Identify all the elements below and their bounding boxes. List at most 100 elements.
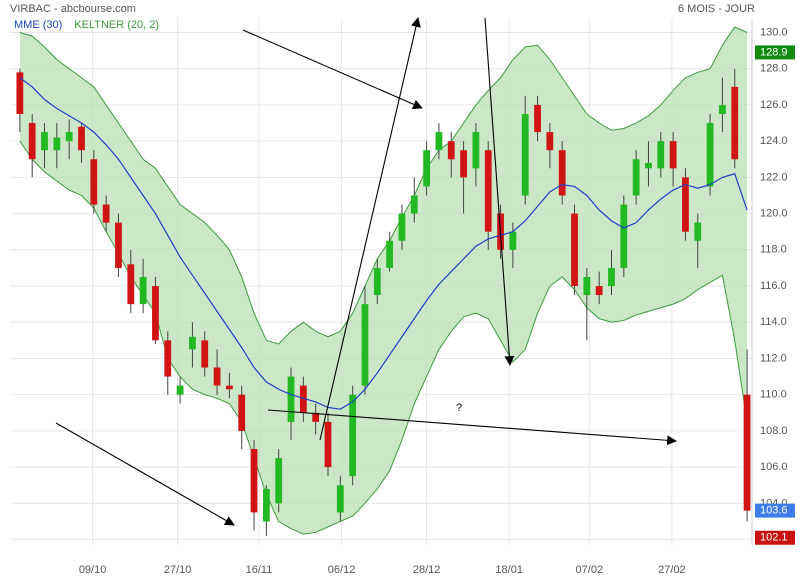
candle-body (620, 204, 628, 268)
arrow (484, 17, 515, 366)
candle-body (719, 104, 726, 114)
candle-body (743, 394, 751, 511)
arrow (55, 422, 235, 526)
candle-body (410, 195, 418, 214)
candle-body (28, 123, 36, 160)
period: 6 MOIS - JOUR (678, 3, 755, 15)
candle-body (546, 132, 554, 151)
y-tick-label: 116.0 (760, 280, 787, 292)
price-label-box (755, 530, 795, 545)
arrow (242, 29, 423, 109)
candle-body (423, 150, 430, 187)
candle-body (78, 126, 85, 151)
y-tick-label: 114.0 (760, 316, 787, 328)
candle-body (65, 132, 73, 142)
y-tick-label: 108.0 (760, 425, 788, 437)
candle-body (682, 177, 689, 232)
candle-body (484, 150, 492, 232)
y-tick-label: 128.0 (760, 63, 788, 75)
mme-line (19, 77, 748, 410)
candle-body (472, 132, 480, 169)
keltner-upper (19, 26, 748, 345)
y-tick-label: 112.0 (760, 352, 787, 364)
candle-body (336, 485, 344, 513)
candle-body (669, 141, 677, 169)
x-tick-label: 27/02 (658, 564, 686, 576)
candle-body (262, 488, 270, 522)
x-tick-label: 18/01 (495, 564, 523, 576)
candle-body (127, 264, 135, 305)
candle-body (250, 449, 258, 513)
candle-body (435, 132, 443, 151)
candle-body (201, 340, 209, 368)
legend-entry: MME (30) (14, 19, 62, 31)
candle-body (534, 104, 541, 133)
candle-body (706, 123, 714, 187)
price-label: 128.9 (760, 46, 788, 58)
candle-body (312, 412, 320, 422)
candle-body (324, 421, 332, 468)
y-tick-label: 126.0 (760, 99, 788, 111)
candle-body (90, 159, 98, 205)
candle-body (16, 72, 24, 114)
candle-body (632, 159, 640, 196)
y-tick-label: 122.0 (760, 171, 788, 183)
candle-body (102, 204, 110, 223)
x-tick-label: 27/10 (164, 564, 192, 576)
candle-body (238, 394, 246, 431)
candle-body (460, 150, 467, 178)
chart-title: VIRBAC - abcbourse.com (10, 3, 136, 15)
candle-body (608, 267, 615, 287)
candle-body (694, 222, 702, 241)
legend-entry: KELTNER (20, 2) (74, 19, 159, 31)
candle-body (583, 276, 591, 296)
candle-body (176, 385, 184, 395)
candle-body (657, 141, 665, 169)
candle-body (521, 113, 529, 196)
candle-body (386, 240, 394, 268)
annotation: ? (456, 402, 462, 414)
candle-body (349, 394, 357, 477)
candle-body (373, 267, 381, 296)
candle-body (447, 141, 455, 160)
y-tick-label: 120.0 (760, 207, 788, 219)
arrow (267, 409, 677, 446)
candle-body (509, 231, 517, 250)
y-tick-label: 130.0 (760, 26, 788, 38)
candle-body (645, 162, 652, 169)
candle-body (299, 385, 307, 413)
candle-body (164, 340, 172, 377)
price-label: 102.1 (760, 532, 788, 544)
y-tick-label: 110.0 (760, 389, 787, 401)
candle-body (115, 222, 122, 268)
candle-body (361, 304, 369, 386)
candle-body (53, 137, 61, 151)
y-tick-label: 118.0 (760, 244, 787, 256)
drawn-arrows (55, 17, 677, 526)
y-tick-label: 124.0 (760, 135, 788, 147)
candle-body (731, 86, 739, 160)
candle-body (275, 458, 283, 504)
candle-body (595, 286, 603, 296)
price-label-box (755, 45, 795, 60)
candle-body (139, 276, 147, 305)
x-tick-label: 07/02 (576, 564, 604, 576)
candle-body (558, 150, 566, 196)
candle-body (398, 213, 406, 241)
candle-body (189, 336, 196, 350)
arrow (319, 17, 421, 441)
x-tick-label: 06/12 (328, 564, 356, 576)
candle-body (152, 286, 159, 341)
candle-body (41, 132, 48, 151)
candle-body (571, 213, 578, 287)
candle-body (287, 376, 295, 422)
x-tick-label: 16/11 (246, 564, 273, 576)
x-tick-label: 28/12 (413, 564, 441, 576)
price-label-box (755, 503, 795, 518)
candle-body (213, 367, 221, 386)
price-label: 103.6 (760, 504, 788, 516)
x-tick-label: 09/10 (79, 564, 107, 576)
y-tick-label: 106.0 (760, 461, 788, 473)
candle-body (226, 385, 233, 390)
